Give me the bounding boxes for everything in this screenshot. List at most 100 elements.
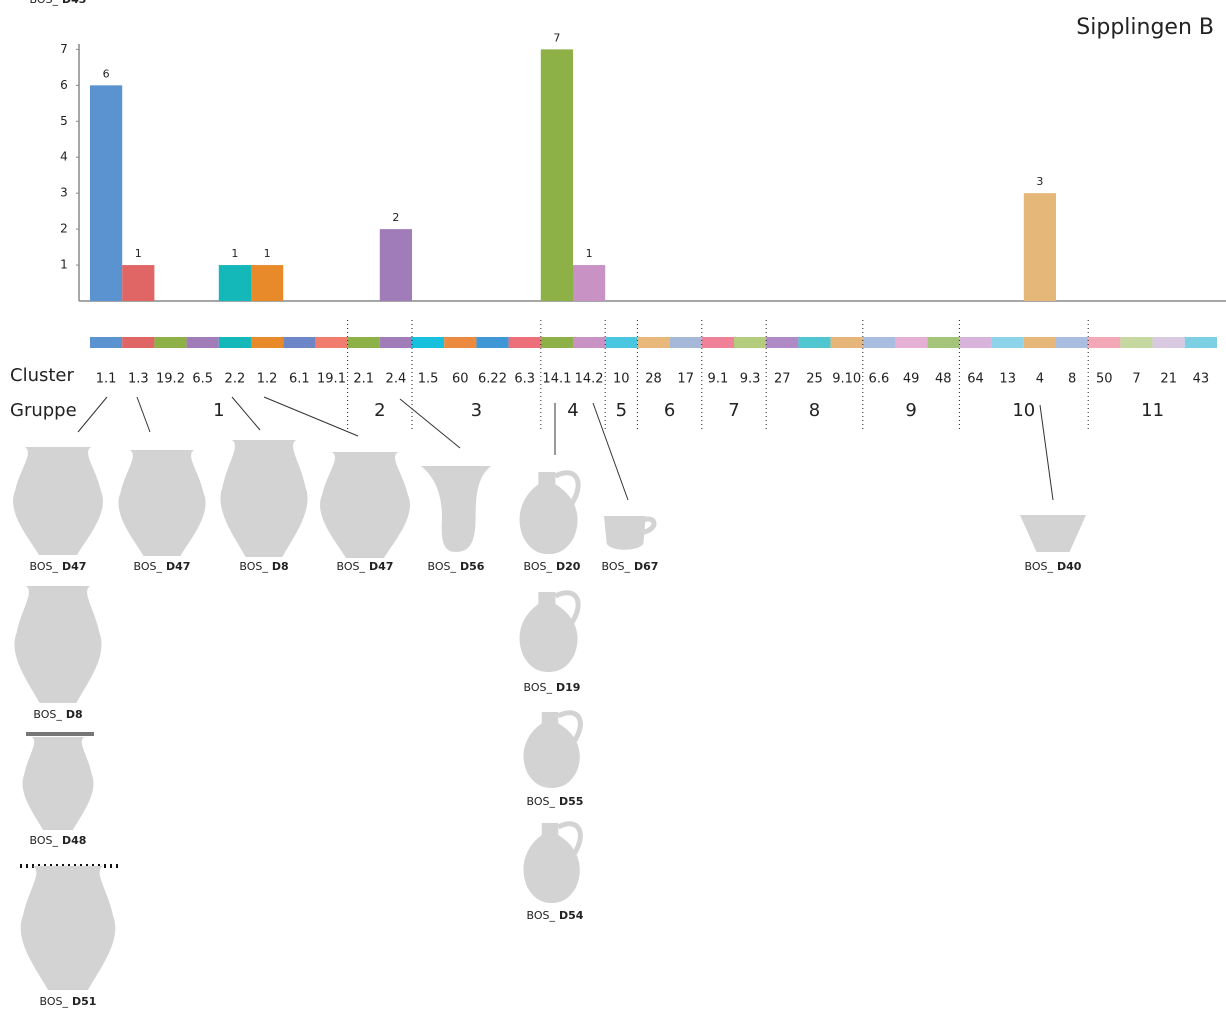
cluster-swatch xyxy=(444,337,477,348)
data-label: 1 xyxy=(231,247,238,260)
cluster-swatch xyxy=(1056,337,1089,348)
x-tick-label: 2.2 xyxy=(225,372,246,387)
bar xyxy=(379,229,412,301)
group-axis-label: Gruppe xyxy=(10,400,77,421)
vessel-id: D43 xyxy=(62,0,86,6)
group-label: 8 xyxy=(809,400,820,421)
cluster-swatch xyxy=(927,337,960,348)
cluster-swatch xyxy=(283,337,316,348)
x-tick-label: 1.3 xyxy=(128,372,149,387)
cluster-swatch xyxy=(251,337,284,348)
cluster-swatch xyxy=(895,337,928,348)
y-tick-label: 1 xyxy=(60,258,68,272)
cluster-swatch xyxy=(476,337,509,348)
vessel-label: BOS_ D47 xyxy=(30,560,87,573)
cluster-swatch xyxy=(122,337,155,348)
vessel-label: BOS_ D54 xyxy=(527,909,584,922)
bar xyxy=(251,265,284,301)
cluster-swatch xyxy=(766,337,799,348)
vessel-body xyxy=(20,866,116,990)
x-tick-label: 27 xyxy=(774,372,791,387)
vessel-prefix: BOS_ xyxy=(1025,560,1054,573)
vessel-id: D47 xyxy=(166,560,190,573)
group-label: 4 xyxy=(567,400,578,421)
vessel-label: BOS_ D55 xyxy=(527,795,584,808)
bar xyxy=(122,265,155,301)
group-label: 9 xyxy=(905,400,916,421)
vessel-prefix: BOS_ xyxy=(524,681,553,694)
vessel-body xyxy=(519,592,578,672)
vessel-body xyxy=(14,586,102,703)
vessel xyxy=(20,866,116,990)
cluster-swatch xyxy=(1152,337,1185,348)
vessel-prefix: BOS_ xyxy=(524,560,553,573)
vessel-label: BOS_ D47 xyxy=(337,560,394,573)
x-tick-label: 49 xyxy=(903,372,920,387)
cluster-swatch xyxy=(605,337,638,348)
x-tick-label: 64 xyxy=(967,372,984,387)
data-label: 6 xyxy=(103,67,110,80)
vessel xyxy=(1020,515,1086,552)
y-tick-label: 4 xyxy=(60,150,68,164)
bar xyxy=(540,49,573,302)
bar xyxy=(218,265,251,301)
x-tick-label: 50 xyxy=(1096,372,1113,387)
cluster-swatch xyxy=(798,337,831,348)
vessel-body xyxy=(118,450,206,556)
cluster-swatch xyxy=(830,337,863,348)
group-label: 7 xyxy=(728,400,739,421)
group-label: 3 xyxy=(471,400,482,421)
vessel-prefix: BOS_ xyxy=(40,995,69,1008)
vessel-body xyxy=(1020,515,1086,552)
x-tick-label: 6.1 xyxy=(289,372,310,387)
x-tick-label: 1.5 xyxy=(418,372,439,387)
cluster-swatch xyxy=(1184,337,1217,348)
cluster-swatch xyxy=(315,337,348,348)
x-tick-label: 1.1 xyxy=(96,372,117,387)
vessel-body xyxy=(523,712,580,788)
x-tick-label: 13 xyxy=(999,372,1016,387)
vessel-id: D67 xyxy=(634,560,658,573)
vessel-prefix: BOS_ xyxy=(30,0,59,6)
cluster-swatch xyxy=(540,337,573,348)
vessel xyxy=(13,447,103,555)
group-label: 1 xyxy=(213,400,224,421)
y-tick-label: 6 xyxy=(60,78,68,92)
x-tick-label: 28 xyxy=(645,372,662,387)
data-label: 7 xyxy=(553,31,560,44)
vessel-prefix: BOS_ xyxy=(134,560,163,573)
cluster-swatch xyxy=(90,337,123,348)
rim xyxy=(26,732,94,736)
x-tick-label: 6.5 xyxy=(192,372,213,387)
x-tick-label: 19.2 xyxy=(156,372,185,387)
cluster-swatch xyxy=(1088,337,1121,348)
vessel-id: D19 xyxy=(556,681,580,694)
x-tick-label: 6.3 xyxy=(514,372,535,387)
vessel-handle xyxy=(644,519,654,532)
vessel-body xyxy=(13,447,103,555)
vessel-id: D51 xyxy=(72,995,96,1008)
y-tick-label: 3 xyxy=(60,186,68,200)
x-tick-label: 10 xyxy=(613,372,630,387)
vessel xyxy=(14,586,102,703)
cluster-swatch xyxy=(701,337,734,348)
vessel-handle xyxy=(558,824,580,855)
vessel-label: BOS_D43 xyxy=(30,0,87,6)
bar xyxy=(90,85,123,301)
vessel-body xyxy=(523,823,580,903)
vessel xyxy=(524,712,581,788)
x-tick-label: 19.1 xyxy=(317,372,346,387)
vessel xyxy=(520,592,579,672)
cluster-swatch xyxy=(186,337,219,348)
x-tick-label: 21 xyxy=(1160,372,1177,387)
vessel-prefix: BOS_ xyxy=(33,708,62,721)
cluster-swatch xyxy=(379,337,412,348)
vessel-body xyxy=(320,452,410,558)
data-label: 2 xyxy=(392,211,399,224)
y-tick-label: 7 xyxy=(60,42,68,56)
x-tick-label: 8 xyxy=(1068,372,1076,387)
x-tick-label: 4 xyxy=(1036,372,1044,387)
vessel-id: D40 xyxy=(1057,560,1082,573)
vessel-label: BOS_ D67 xyxy=(602,560,659,573)
